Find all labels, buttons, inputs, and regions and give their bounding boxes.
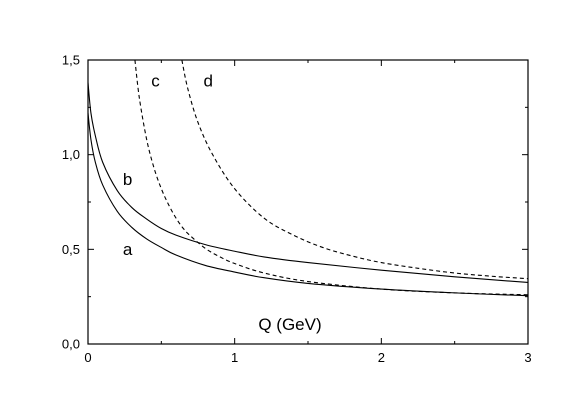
y-tick-label: 1,0 xyxy=(62,147,80,162)
curve-label-b: b xyxy=(123,170,132,189)
ticks xyxy=(87,59,529,345)
tick-labels: 0 1 2 3 0,0 0,5 1,0 1,5 xyxy=(62,53,532,366)
curve-label-a: a xyxy=(123,240,133,259)
curves xyxy=(87,59,529,297)
x-tick-label: 0 xyxy=(84,350,91,365)
y-tick-label: 0,0 xyxy=(62,337,80,352)
x-tick-label: 3 xyxy=(524,350,531,365)
y-tick-label: 1,5 xyxy=(62,53,80,68)
curve-b xyxy=(87,82,529,284)
curve-c xyxy=(134,59,529,296)
curve-label-d: d xyxy=(204,72,213,91)
annotations: a b c d xyxy=(123,72,213,260)
y-tick-label: 0,5 xyxy=(62,242,80,257)
plot-area-frame xyxy=(87,59,529,345)
curve-d xyxy=(181,59,529,280)
curve-label-c: c xyxy=(151,72,160,91)
plot-frame xyxy=(87,59,529,345)
x-tick-label: 1 xyxy=(231,350,238,365)
curve-a xyxy=(87,112,529,297)
x-tick-label: 2 xyxy=(378,350,385,365)
x-axis-title: Q (GeV) xyxy=(258,315,321,334)
